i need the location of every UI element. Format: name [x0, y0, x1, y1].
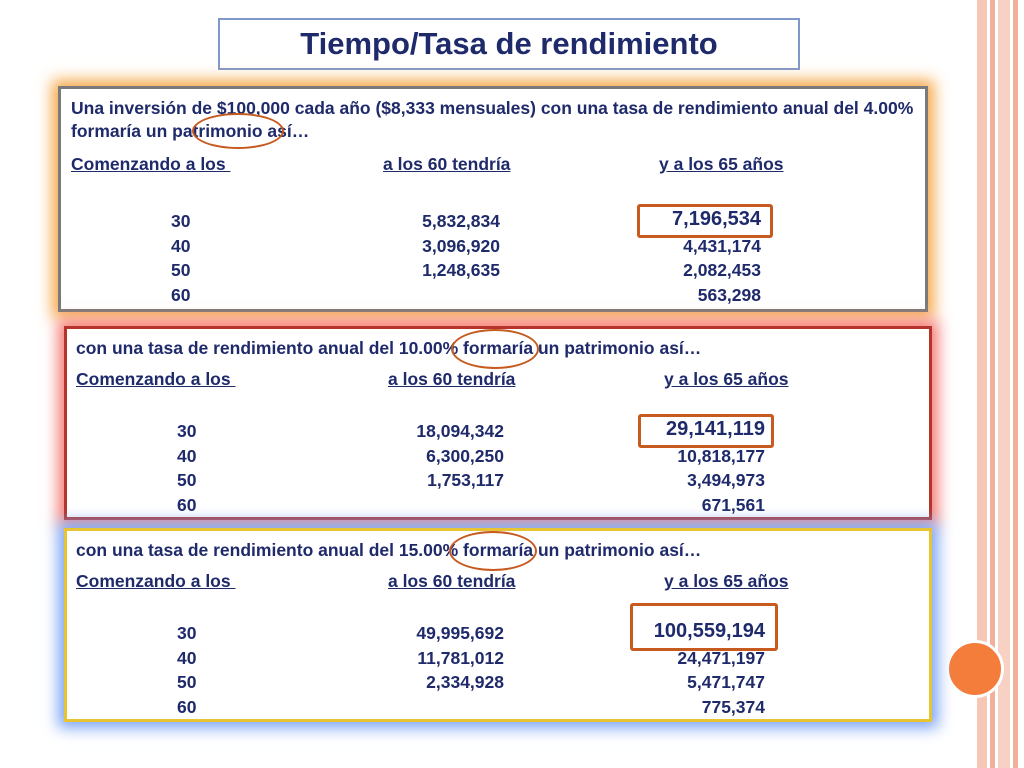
start-age: 30: [171, 211, 191, 231]
start-age: 50: [177, 672, 197, 692]
start-age: 50: [177, 470, 197, 490]
value-at-60: 3,096,920: [422, 235, 500, 256]
value-at-60: 18,094,342: [416, 421, 504, 441]
table-row: 50 1,753,117 3,494,973: [67, 470, 929, 495]
table-row: 30 5,832,834 7,196,534: [61, 208, 925, 236]
value-at-65: 10,818,177: [677, 445, 765, 466]
decorative-stripe: [990, 0, 995, 768]
start-age: 60: [171, 284, 191, 305]
value-at-65: 29,141,119: [666, 418, 765, 440]
column-header-start: Comenzando a los: [71, 154, 231, 174]
value-at-65: 5,471,747: [687, 672, 765, 692]
decorative-circle: [946, 640, 1004, 698]
results-table: 30 49,995,692 100,559,194 40 11,781,012 …: [67, 620, 929, 722]
start-age: 40: [171, 235, 191, 256]
panel-rate-10: con una tasa de rendimiento anual del 10…: [64, 326, 932, 520]
value-at-60: 1,248,635: [422, 260, 500, 280]
decorative-stripe: [1013, 0, 1018, 768]
value-at-65: 775,374: [701, 696, 765, 717]
table-row: 60 563,298: [61, 285, 925, 310]
column-header-at65: y a los 65 años: [664, 571, 789, 591]
panel-rate-15: con una tasa de rendimiento anual del 15…: [64, 528, 932, 722]
value-at-65: 24,471,197: [677, 647, 765, 668]
column-header-at60: a los 60 tendría: [388, 369, 516, 389]
value-at-60: 2,334,928: [426, 672, 504, 692]
value-at-65: 100,559,194: [653, 620, 765, 642]
start-age: 60: [177, 696, 197, 717]
decorative-stripe: [998, 0, 1010, 768]
table-row: 30 49,995,692 100,559,194: [67, 620, 929, 648]
value-at-65: 4,431,174: [683, 235, 761, 256]
column-header-at65: y a los 65 años: [664, 369, 789, 389]
panel-intro-text: con una tasa de rendimiento anual del 10…: [76, 338, 702, 358]
value-at-60: 6,300,250: [426, 445, 504, 466]
table-row: 40 11,781,012 24,471,197: [67, 648, 929, 673]
panel-rate-4: Una inversión de $100,000 cada año ($8,3…: [58, 86, 928, 312]
results-table: 30 18,094,342 29,141,119 40 6,300,250 10…: [67, 418, 929, 520]
slide-title: Tiempo/Tasa de rendimiento: [218, 18, 800, 70]
table-row: 30 18,094,342 29,141,119: [67, 418, 929, 446]
start-age: 50: [171, 260, 191, 280]
column-header-at60: a los 60 tendría: [388, 571, 516, 591]
table-row: 40 3,096,920 4,431,174: [61, 236, 925, 261]
rate-highlight-oval: [451, 329, 539, 369]
result-highlight-box: [637, 204, 773, 238]
value-at-65: 671,561: [701, 494, 765, 515]
column-header-start: Comenzando a los: [76, 571, 236, 591]
start-age: 30: [177, 421, 197, 441]
value-at-65: 7,196,534: [672, 208, 761, 230]
column-header-at65: y a los 65 años: [659, 154, 784, 174]
table-row: 50 2,334,928 5,471,747: [67, 672, 929, 697]
result-highlight-box: [638, 414, 774, 448]
result-highlight-box: [630, 603, 778, 651]
value-at-65: 3,494,973: [687, 470, 765, 490]
start-age: 30: [177, 623, 197, 643]
column-header-start: Comenzando a los: [76, 369, 236, 389]
value-at-65: 2,082,453: [683, 260, 761, 280]
results-table: 30 5,832,834 7,196,534 40 3,096,920 4,43…: [61, 208, 925, 310]
value-at-60: 49,995,692: [416, 623, 504, 643]
panel-intro-text: con una tasa de rendimiento anual del 15…: [76, 540, 702, 560]
value-at-60: 5,832,834: [422, 211, 500, 231]
rate-highlight-oval: [449, 531, 537, 571]
start-age: 40: [177, 445, 197, 466]
table-row: 40 6,300,250 10,818,177: [67, 446, 929, 471]
rate-highlight-oval: [192, 113, 284, 149]
table-row: 60 671,561: [67, 495, 929, 520]
start-age: 60: [177, 494, 197, 515]
table-row: 60 775,374: [67, 697, 929, 722]
table-row: 50 1,248,635 2,082,453: [61, 260, 925, 285]
column-header-at60: a los 60 tendría: [383, 154, 511, 174]
start-age: 40: [177, 647, 197, 668]
value-at-65: 563,298: [697, 284, 761, 305]
value-at-60: 11,781,012: [417, 647, 504, 668]
value-at-60: 1,753,117: [427, 470, 504, 490]
decorative-stripe: [977, 0, 987, 768]
